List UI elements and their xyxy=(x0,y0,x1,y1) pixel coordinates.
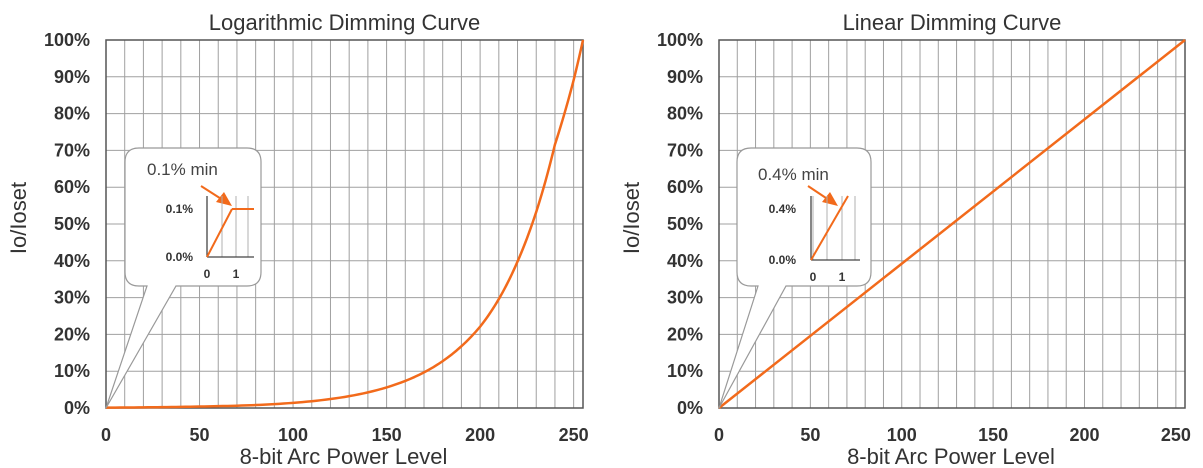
inset-y-tick-label: 0.1% xyxy=(166,202,194,216)
y-tick-label: 30% xyxy=(54,288,90,308)
x-tick-label: 100 xyxy=(278,425,308,445)
y-tick-label: 90% xyxy=(667,67,703,87)
x-tick-label: 100 xyxy=(887,425,917,445)
y-tick-label: 10% xyxy=(667,361,703,381)
x-tick-label: 150 xyxy=(978,425,1008,445)
grid-lines xyxy=(719,40,1185,408)
x-axis-label: 8-bit Arc Power Level xyxy=(847,444,1055,468)
min-level-callout: 0.4% min 0.0% 0.4% 0 1 xyxy=(718,147,872,409)
x-tick-label: 250 xyxy=(1161,425,1191,445)
y-tick-label: 60% xyxy=(667,177,703,197)
x-tick-label: 0 xyxy=(101,425,111,445)
y-tick-label: 50% xyxy=(667,214,703,234)
y-tick-label: 80% xyxy=(667,104,703,124)
series-line xyxy=(718,39,1186,409)
inset-x-tick-label: 0 xyxy=(204,267,211,281)
min-level-callout: 0.1% min 0.0% 0.1% 0 1 xyxy=(105,147,262,409)
y-tick-label: 100% xyxy=(44,30,90,50)
y-tick-label: 20% xyxy=(54,324,90,344)
inset-series-line xyxy=(206,208,233,258)
y-tick-label: 100% xyxy=(657,30,703,50)
y-tick-label: 10% xyxy=(54,361,90,381)
callout-bubble xyxy=(718,147,872,409)
y-axis-label: Io/Ioset xyxy=(619,182,644,254)
inset-y-tick-label: 0.0% xyxy=(769,253,797,267)
y-tick-label: 30% xyxy=(667,288,703,308)
inset-x-tick-label: 0 xyxy=(810,270,817,284)
x-tick-label: 200 xyxy=(465,425,495,445)
y-tick-label: 60% xyxy=(54,177,90,197)
plot-frame xyxy=(105,39,584,409)
y-tick-label: 20% xyxy=(667,324,703,344)
chart-title: Linear Dimming Curve xyxy=(843,10,1062,35)
y-tick-label: 70% xyxy=(667,140,703,160)
y-tick-label: 40% xyxy=(54,251,90,271)
inset-x-tick-label: 1 xyxy=(839,270,846,284)
chart-title: Logarithmic Dimming Curve xyxy=(209,10,480,35)
y-tick-label: 90% xyxy=(54,67,90,87)
callout-label: 0.1% min xyxy=(147,160,218,179)
x-axis-label: 8-bit Arc Power Level xyxy=(240,444,448,468)
chart-panel-2: 0% 10% 20% 30% 40% 50% 60% 70% 80% 90% 100% 0 50 100 1… xyxy=(619,10,1191,468)
y-tick-label: 50% xyxy=(54,214,90,234)
callout-arrow-head xyxy=(822,192,838,206)
inset-y-tick-label: 0.0% xyxy=(166,250,194,264)
y-tick-label: 0% xyxy=(677,398,703,418)
inset-y-tick-label: 0.4% xyxy=(769,202,797,216)
y-tick-label: 80% xyxy=(54,104,90,124)
callout-arrow-head xyxy=(216,192,232,206)
callout-label: 0.4% min xyxy=(758,165,829,184)
inset-x-tick-label: 1 xyxy=(233,267,240,281)
x-tick-label: 50 xyxy=(800,425,820,445)
series-line xyxy=(105,39,585,409)
chart-panel-1: 0% 10% 20% 30% 40% 50% 60% 70% 80% 90% 100% 0 50 100 1… xyxy=(6,10,589,468)
y-tick-label: 40% xyxy=(667,251,703,271)
y-axis-label: Io/Ioset xyxy=(6,182,31,254)
grid-lines xyxy=(106,40,583,408)
x-tick-label: 200 xyxy=(1069,425,1099,445)
x-tick-label: 50 xyxy=(190,425,210,445)
y-tick-label: 70% xyxy=(54,140,90,160)
inset-series-line xyxy=(810,195,849,261)
y-tick-label: 0% xyxy=(64,398,90,418)
plot-frame xyxy=(718,39,1186,409)
x-tick-label: 150 xyxy=(372,425,402,445)
x-tick-label: 250 xyxy=(559,425,589,445)
x-tick-label: 0 xyxy=(714,425,724,445)
